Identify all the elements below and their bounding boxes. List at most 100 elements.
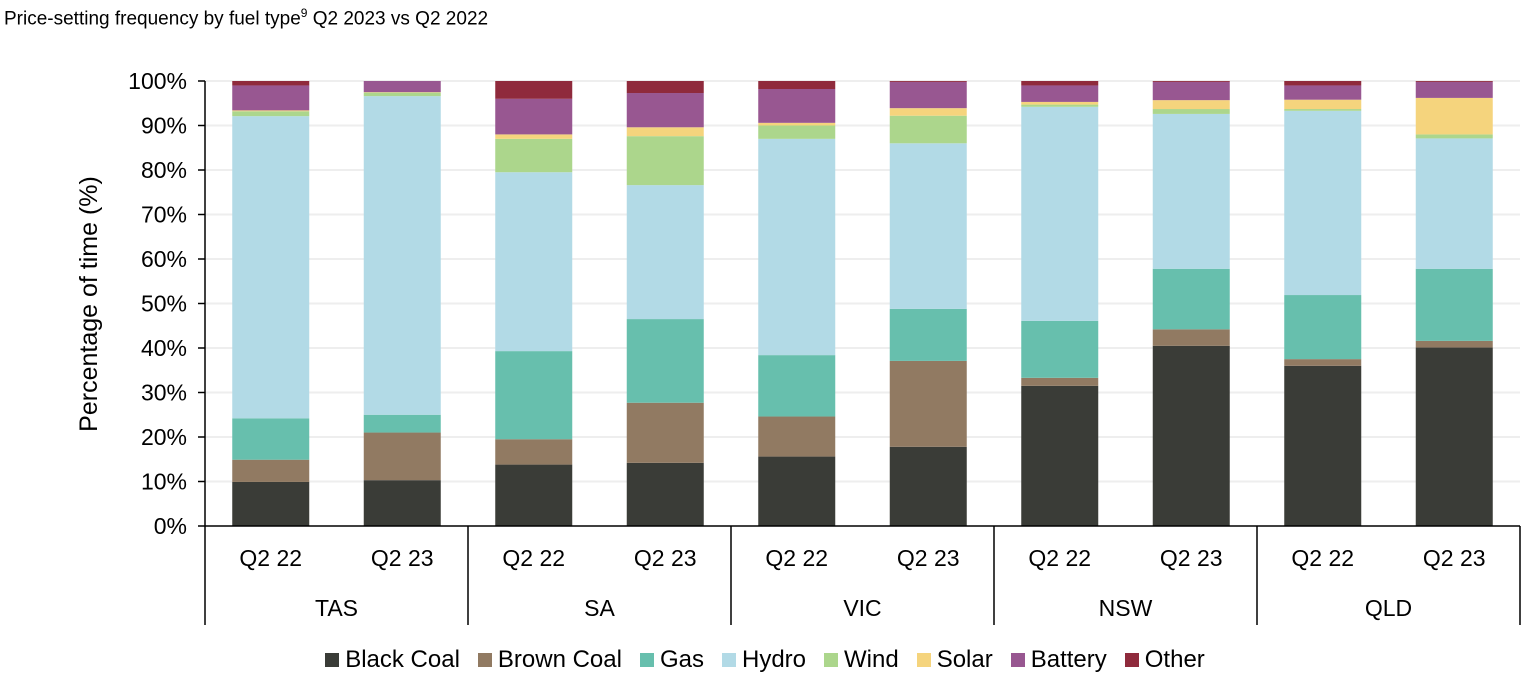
x-tick-label: Q2 23 [634, 545, 697, 571]
bar-segment-hydro [495, 172, 573, 352]
bar-segment-gas [1284, 295, 1362, 360]
x-tick-label: Q2 23 [1160, 545, 1223, 571]
legend-label: Battery [1030, 646, 1107, 673]
bar-segment-other [1021, 81, 1099, 86]
bar-segment-brown-coal [363, 432, 441, 481]
legend-label: Black Coal [345, 646, 460, 673]
bar-segment-battery [758, 89, 836, 123]
legend-swatch [477, 653, 492, 667]
y-tick-label: 70% [141, 202, 187, 228]
bar-segment-gas [495, 351, 573, 440]
legend-swatch [824, 653, 839, 667]
bar-segment-hydro [1415, 138, 1493, 269]
bar-segment-black-coal [626, 462, 704, 526]
legend-item: Wind [824, 646, 899, 674]
bar-segment-wind [758, 125, 836, 139]
bar-segment-other [232, 81, 310, 86]
bar-segment-brown-coal [626, 402, 704, 463]
bar-segment-black-coal [758, 456, 836, 526]
bar-segment-other [889, 81, 967, 82]
bar-segment-gas [1021, 320, 1099, 378]
y-tick-label: 10% [141, 469, 187, 495]
bar-segment-black-coal [232, 481, 310, 526]
bar-segment-solar [1415, 97, 1493, 135]
bar-segment-black-coal [1415, 347, 1493, 526]
bar-segment-wind [889, 115, 967, 144]
y-tick-labels: 0% 10% 20% 30% 40% 50% 60% 70% 80% 90% 100% [128, 68, 187, 539]
x-tick-label: Q2 22 [502, 545, 565, 571]
chart-title-text: Price-setting frequency by fuel type [4, 8, 301, 30]
bar-segment-solar [495, 134, 573, 139]
legend-item: Battery [1010, 646, 1107, 674]
bar-segment-gas [232, 418, 310, 460]
legend-item: Gas [639, 646, 704, 674]
bar-segment-brown-coal [889, 360, 967, 447]
bar-segment-other [626, 81, 704, 94]
legend-item: Other [1124, 646, 1205, 674]
legend-swatch [721, 653, 736, 667]
bar-segment-battery [889, 81, 967, 109]
bar-segment-hydro [363, 96, 441, 415]
legend-item: Brown Coal [477, 646, 622, 674]
y-tick-label: 0% [154, 513, 187, 539]
bar-segment-wind [1284, 109, 1362, 111]
bar-segment-wind [626, 136, 704, 186]
y-tick-label: 20% [141, 424, 187, 450]
bar-segment-solar [889, 108, 967, 116]
legend-swatch [1010, 653, 1025, 667]
x-tick-label: Q2 22 [239, 545, 302, 571]
bar-segment-black-coal [363, 480, 441, 526]
bar-segment-other [1152, 81, 1230, 82]
group-label: SA [584, 595, 615, 621]
group-label: VIC [843, 595, 881, 621]
legend-swatch [1124, 653, 1139, 667]
legend-swatch [916, 653, 931, 667]
bars [232, 81, 1493, 526]
bar-segment-gas [889, 308, 967, 361]
bar-segment-hydro [889, 143, 967, 309]
bar-segment-hydro [1021, 106, 1099, 321]
group-label: QLD [1365, 595, 1412, 621]
group-label: NSW [1099, 595, 1153, 621]
bar-segment-wind [1152, 109, 1230, 114]
bar-segment-brown-coal [1284, 359, 1362, 366]
legend-item: Black Coal [325, 646, 460, 674]
bar-segment-wind [232, 111, 310, 117]
bar-segment-gas [626, 319, 704, 403]
bar-segment-gas [1415, 268, 1493, 341]
legend-item: Solar [916, 646, 993, 674]
x-tick-label: Q2 22 [765, 545, 828, 571]
bar-segment-brown-coal [758, 416, 836, 457]
legend-item: Hydro [721, 646, 806, 674]
bar-segment-brown-coal [232, 459, 310, 482]
x-tick-label: Q2 22 [1291, 545, 1354, 571]
bar-segment-solar [1284, 99, 1362, 110]
x-tick-label: Q2 23 [897, 545, 960, 571]
bar-segment-black-coal [889, 446, 967, 526]
bar-segment-solar [758, 122, 836, 126]
bar-segment-wind [495, 138, 573, 173]
legend-label: Wind [844, 646, 899, 673]
bar-segment-other [495, 81, 573, 99]
bar-segment-black-coal [1284, 365, 1362, 526]
bar-segment-battery [363, 81, 441, 93]
bar-segment-solar [1152, 100, 1230, 110]
legend-label: Gas [659, 646, 704, 673]
y-axis-label: Percentage of time (%) [75, 176, 103, 432]
bar-segment-solar [232, 110, 310, 112]
y-tick-label: 90% [141, 113, 187, 139]
bar-segment-battery [1152, 81, 1230, 101]
bar-segment-black-coal [495, 464, 573, 526]
x-tick-label: Q2 22 [1028, 545, 1091, 571]
bar-segment-gas [363, 414, 441, 433]
bar-segment-black-coal [1021, 385, 1099, 526]
bar-segment-hydro [758, 138, 836, 356]
bar-segment-brown-coal [495, 439, 573, 465]
legend-label: Brown Coal [497, 646, 622, 673]
bar-segment-hydro [1152, 113, 1230, 269]
bar-segment-other [758, 81, 836, 90]
group-label: TAS [315, 595, 358, 621]
bar-segment-wind [1021, 104, 1099, 107]
footnote-marker: 9 [300, 6, 308, 20]
bar-segment-battery [1284, 85, 1362, 100]
